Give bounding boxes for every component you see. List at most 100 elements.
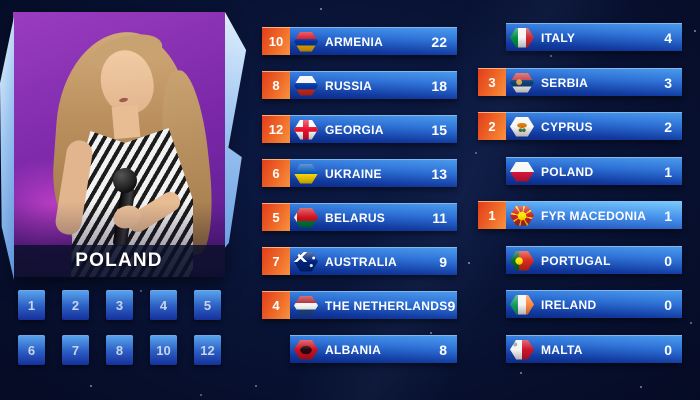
ireland-flag-icon [510,294,534,315]
country-score-bar: IRELAND 0 [506,290,682,318]
voting-country-photo-card: POLAND [13,12,225,277]
country-score-bar: BELARUS 11 [290,203,457,231]
country-score-bar-highlighted: FYR MACEDONIA 1 [506,201,682,229]
country-name: AUSTRALIA [325,254,398,269]
score-row-russia: 8 RUSSIA 18 [262,71,457,99]
awarded-points-badge: 7 [262,247,290,275]
australia-flag-icon [294,251,318,272]
country-name: ARMENIA [325,34,384,49]
country-total-score: 11 [432,209,447,226]
country-total-score: 0 [664,341,672,358]
awarded-points-badge: 5 [262,203,290,231]
score-row-netherlands: 4 THE NETHERLANDS 9 [262,291,457,319]
country-score-bar: GEORGIA 15 [290,115,457,143]
country-name: BELARUS [325,210,386,225]
country-name: POLAND [541,164,594,179]
country-total-score: 8 [439,341,447,358]
italy-flag-icon [510,27,534,48]
voting-country-name: POLAND [75,250,163,271]
score-row-georgia: 12 GEORGIA 15 [262,115,457,143]
card-right-bevel [225,12,247,248]
awarded-points-badge: 4 [262,291,290,319]
country-score-bar: ITALY 4 [506,23,682,51]
awarded-points-badge: 3 [478,68,506,96]
awarded-points-badge: 2 [478,112,506,140]
score-row-ukraine: 6 UKRAINE 13 [262,159,457,187]
points-chip-5[interactable]: 5 [194,290,221,320]
portugal-flag-icon [510,250,534,271]
country-total-score: 15 [431,121,447,138]
armenia-flag-icon [294,31,318,52]
country-total-score: 13 [431,165,447,182]
country-total-score: 9 [439,253,447,270]
country-total-score: 18 [431,77,447,94]
country-name: MALTA [541,342,583,357]
country-name: PORTUGAL [541,253,611,268]
card-left-bevel [0,16,14,280]
country-name: IRELAND [541,297,597,312]
points-chip-10[interactable]: 10 [150,335,177,365]
country-score-bar: MALTA 0 [506,335,682,363]
voting-country-label-bar: POLAND [13,245,225,277]
belarus-flag-icon [294,207,318,228]
points-chip-7[interactable]: 7 [62,335,89,365]
score-row-belarus: 5 BELARUS 11 [262,203,457,231]
points-chip-12[interactable]: 12 [194,335,221,365]
country-name: ITALY [541,30,576,45]
albania-flag-icon [294,339,318,360]
poland-flag-icon [510,161,534,182]
country-score-bar: AUSTRALIA 9 [290,247,457,275]
points-chip-1[interactable]: 1 [18,290,45,320]
score-row-malta: MALTA 0 [478,335,682,363]
country-score-bar: POLAND 1 [506,157,682,185]
country-score-bar: SERBIA 3 [506,68,682,96]
country-total-score: 9 [447,297,456,314]
country-score-bar: THE NETHERLANDS 9 [290,291,457,319]
score-row-serbia: 3 SERBIA 3 [478,68,682,96]
country-name: GEORGIA [325,122,384,137]
country-name: CYPRUS [541,119,593,134]
country-score-bar: UKRAINE 13 [290,159,457,187]
background-stars [0,0,2,2]
country-total-score: 0 [664,296,672,313]
points-chip-3[interactable]: 3 [106,290,133,320]
score-row-italy: ITALY 4 [478,23,682,51]
netherlands-flag-icon [294,295,318,316]
macedonia-flag-icon [510,205,534,226]
awarded-points-badge: 12 [262,115,290,143]
country-score-bar: ALBANIA 8 [290,335,457,363]
georgia-flag-icon [294,119,318,140]
ukraine-flag-icon [294,163,318,184]
score-row-poland: POLAND 1 [478,157,682,185]
points-chip-6[interactable]: 6 [18,335,45,365]
country-name: ALBANIA [325,342,382,357]
country-score-bar: RUSSIA 18 [290,71,457,99]
score-row-armenia: 10 ARMENIA 22 [262,27,457,55]
country-score-bar: ARMENIA 22 [290,27,457,55]
malta-flag-icon [510,339,534,360]
country-score-bar: PORTUGAL 0 [506,246,682,274]
country-score-bar: CYPRUS 2 [506,112,682,140]
country-name: SERBIA [541,75,589,90]
country-name: THE NETHERLANDS [325,298,448,313]
score-row-fyr-macedonia: 1 FYR MACEDONIA 1 [478,201,682,229]
performer-neck [111,104,141,140]
russia-flag-icon [294,75,318,96]
awarded-points-badge: 6 [262,159,290,187]
awarded-points-badge: 8 [262,71,290,99]
points-chip-4[interactable]: 4 [150,290,177,320]
country-name: FYR MACEDONIA [541,208,647,223]
points-chip-2[interactable]: 2 [62,290,89,320]
country-total-score: 3 [664,74,672,91]
country-total-score: 22 [431,33,447,50]
score-row-albania: ALBANIA 8 [262,335,457,363]
awarded-points-badge: 10 [262,27,290,55]
cyprus-flag-icon [510,116,534,137]
score-row-cyprus: 2 CYPRUS 2 [478,112,682,140]
country-total-score: 0 [664,252,672,269]
score-row-australia: 7 AUSTRALIA 9 [262,247,457,275]
country-name: RUSSIA [325,78,373,93]
serbia-flag-icon [510,72,534,93]
points-chip-8[interactable]: 8 [106,335,133,365]
